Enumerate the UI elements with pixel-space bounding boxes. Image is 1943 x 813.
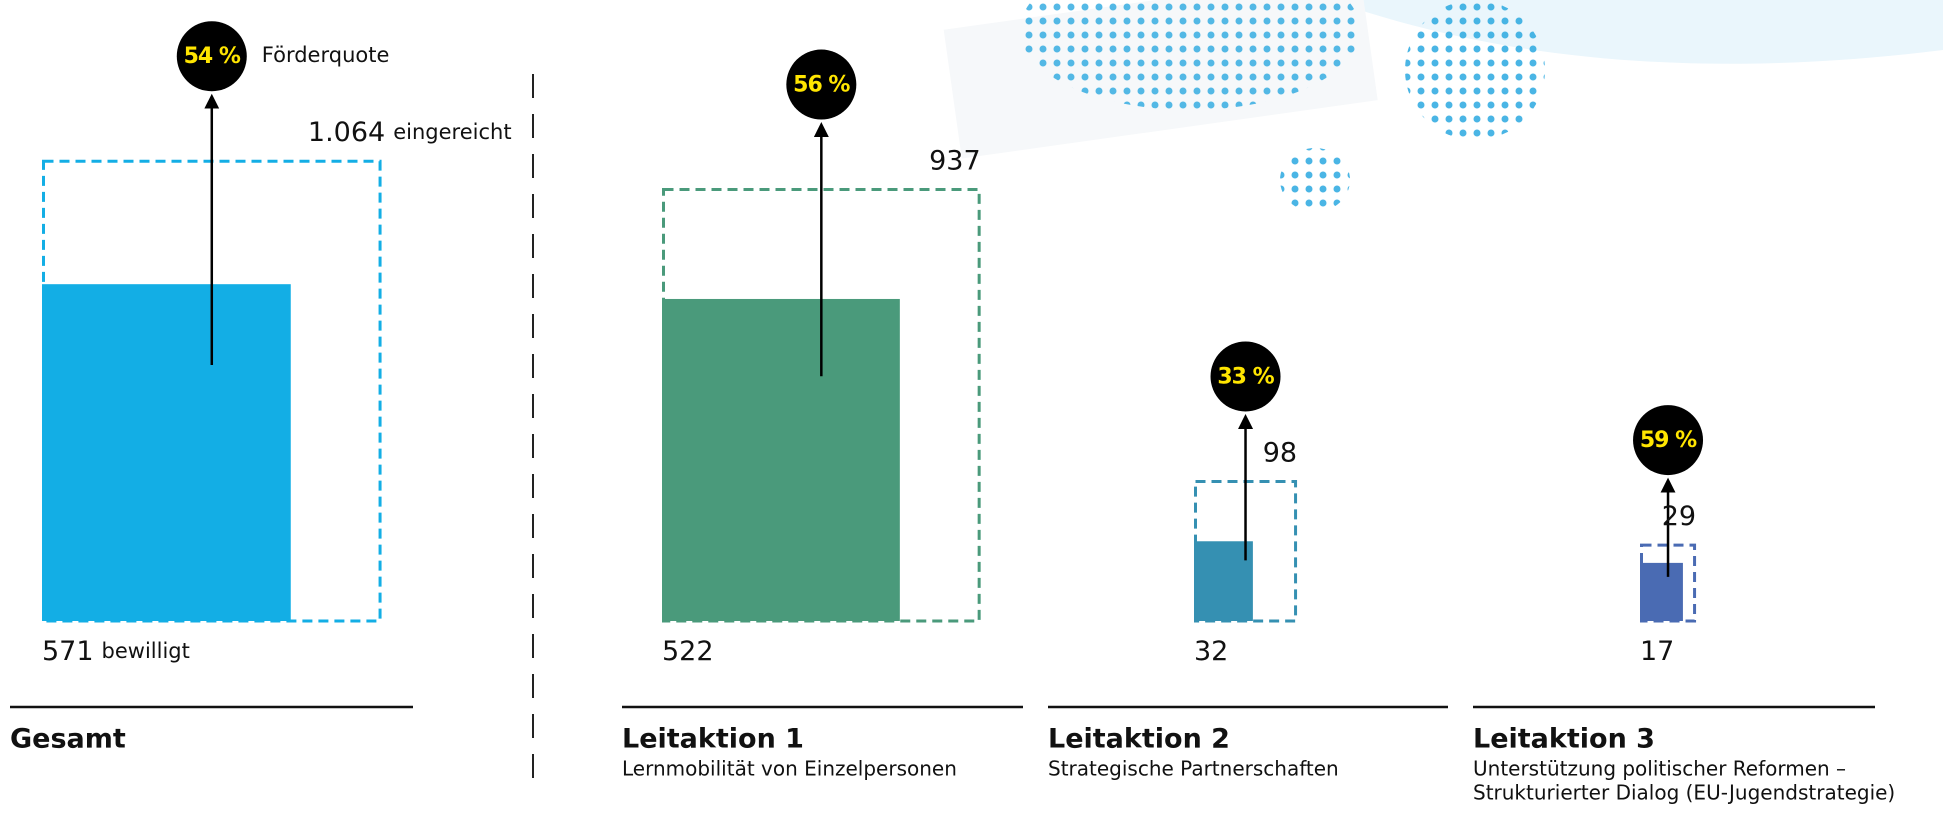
submitted-value: 29 bbox=[1662, 501, 1696, 532]
decoration bbox=[943, 0, 1943, 212]
submitted-label: 937 bbox=[929, 145, 981, 176]
category-subtitle: Lernmobilität von Einzelpersonen bbox=[622, 757, 957, 781]
category-subtitle: Strukturierter Dialog (EU-Jugendstrategi… bbox=[1473, 781, 1895, 805]
submitted-value: 937 bbox=[929, 145, 981, 176]
rate-label: 33 % bbox=[1217, 364, 1274, 389]
approved-value: 32 bbox=[1194, 636, 1228, 667]
approved-value: 522 bbox=[662, 636, 714, 667]
approved-name: bewilligt bbox=[102, 639, 190, 663]
approved-bar bbox=[1640, 562, 1683, 621]
rate-badge bbox=[176, 21, 247, 92]
category-title: Leitaktion 3 bbox=[1473, 724, 1655, 755]
approved-label: 32 bbox=[1194, 636, 1228, 667]
rate-badge bbox=[1633, 405, 1704, 476]
submitted-label: 1.064 eingereicht bbox=[308, 117, 512, 148]
rate-name: Förderquote bbox=[262, 43, 390, 67]
submitted-label: 29 bbox=[1662, 501, 1696, 532]
approved-label: 17 bbox=[1640, 636, 1674, 667]
category-subtitle: Unterstützung politischer Reformen – bbox=[1473, 757, 1846, 781]
category-title: Leitaktion 2 bbox=[1048, 724, 1230, 755]
rate-label: 54 % bbox=[184, 44, 241, 69]
rate-badge bbox=[786, 49, 857, 120]
category-subtitle: Strategische Partnerschaften bbox=[1048, 757, 1339, 781]
rate-label: 59 % bbox=[1640, 428, 1697, 453]
submitted-box bbox=[662, 188, 981, 623]
submitted-value: 98 bbox=[1263, 437, 1297, 468]
submitted-value: 1.064 bbox=[308, 117, 385, 148]
category-title: Leitaktion 1 bbox=[622, 724, 804, 755]
approved-value: 17 bbox=[1640, 636, 1674, 667]
rate-badge bbox=[1210, 341, 1281, 412]
submitted-name: eingereicht bbox=[393, 120, 511, 144]
approved-label: 571 bewilligt bbox=[42, 636, 190, 667]
approved-value: 571 bbox=[42, 636, 94, 667]
approved-bar bbox=[662, 298, 900, 621]
approved-bar bbox=[42, 284, 291, 621]
submitted-label: 98 bbox=[1263, 437, 1297, 468]
rate-label: 56 % bbox=[793, 73, 850, 98]
approved-bar bbox=[1194, 541, 1253, 621]
approved-label: 522 bbox=[662, 636, 714, 667]
category-title: Gesamt bbox=[10, 724, 126, 755]
